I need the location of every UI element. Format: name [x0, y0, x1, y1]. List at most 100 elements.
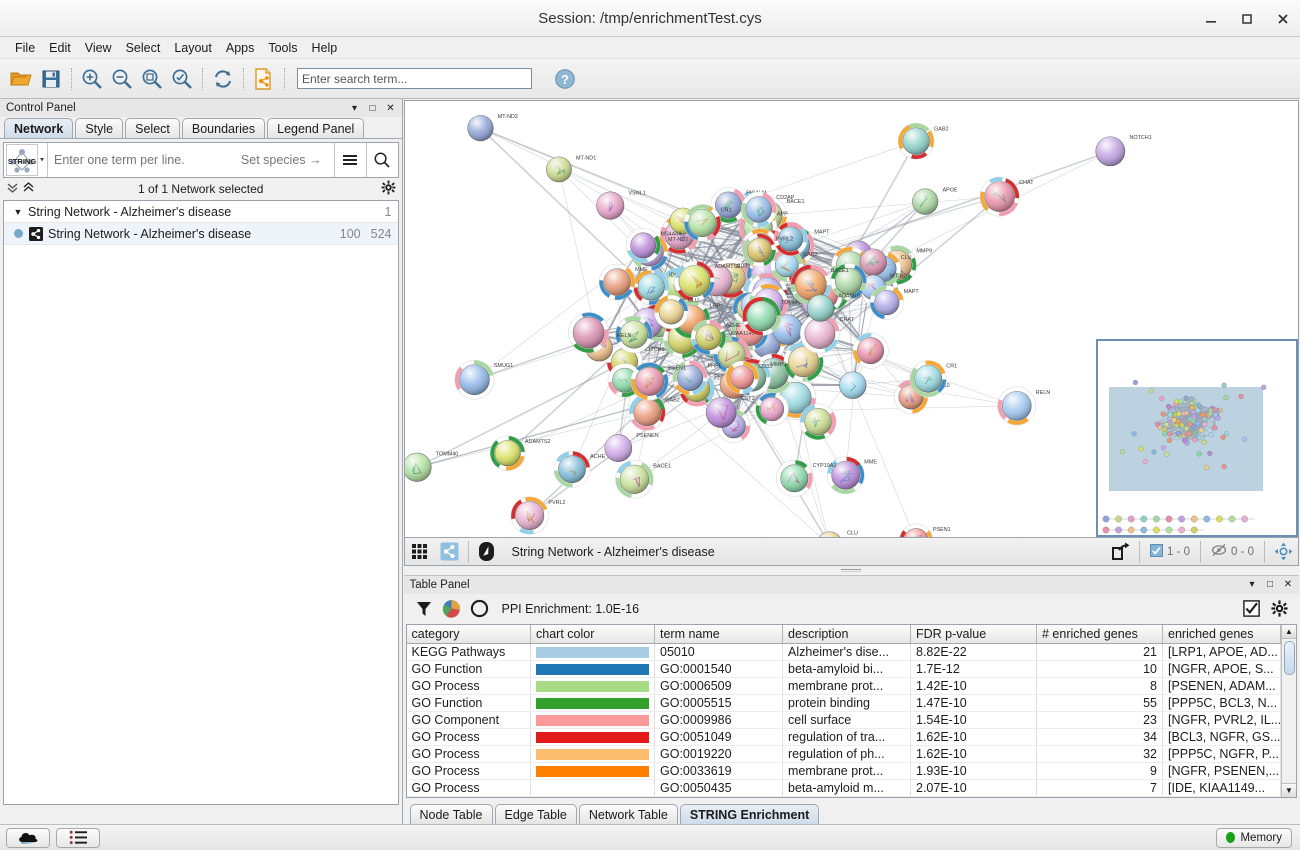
column-header-chart-color[interactable]: chart color: [530, 624, 655, 644]
network-node[interactable]: [614, 315, 653, 354]
menu-select[interactable]: Select: [125, 40, 161, 55]
help-icon[interactable]: ?: [550, 64, 580, 94]
menu-help[interactable]: Help: [311, 40, 338, 55]
grid-layout-icon[interactable]: [405, 538, 435, 565]
network-node[interactable]: GAB2: [897, 123, 948, 160]
annotation-pen-icon[interactable]: [472, 538, 502, 565]
network-node[interactable]: APOE: [911, 187, 958, 215]
network-node[interactable]: GAB2: [628, 393, 680, 431]
network-node[interactable]: CLU: [816, 530, 857, 538]
column-header-category[interactable]: category: [406, 624, 531, 644]
network-tree-list[interactable]: ▼ String Network - Alzheimer's disease 1…: [3, 200, 399, 805]
control-panel-close-button[interactable]: ✕: [386, 102, 395, 114]
network-node[interactable]: MME: [598, 263, 648, 301]
refresh-icon[interactable]: [208, 64, 238, 94]
network-node[interactable]: CD33: [725, 360, 772, 394]
save-session-icon[interactable]: [36, 64, 66, 94]
network-node[interactable]: [754, 392, 789, 426]
scroll-down-arrow-icon[interactable]: ▼: [1282, 783, 1296, 797]
filter-funnel-icon[interactable]: [410, 596, 438, 622]
network-node[interactable]: MAPT: [869, 285, 919, 320]
tab-select[interactable]: Select: [125, 118, 180, 138]
network-node[interactable]: CYP19A1: [775, 459, 836, 497]
network-node[interactable]: [783, 341, 824, 382]
network-node[interactable]: ADAMTS2: [673, 260, 740, 302]
menu-view[interactable]: View: [84, 40, 112, 55]
network-node[interactable]: TOMM40: [404, 452, 458, 482]
select-all-checkbox-icon[interactable]: [1237, 596, 1265, 622]
network-node[interactable]: PVRL2: [510, 496, 566, 535]
network-node[interactable]: PSEN1: [898, 523, 950, 538]
network-node[interactable]: [799, 403, 836, 440]
table-row[interactable]: GO Component GO:0009986 cell surface 1.54E-…: [406, 711, 1281, 729]
gear-icon[interactable]: [381, 180, 396, 198]
minimize-button[interactable]: [1202, 10, 1220, 28]
network-node[interactable]: CR1: [909, 360, 957, 398]
checkbox-checked-icon[interactable]: [1149, 543, 1163, 560]
network-node[interactable]: CST3: [705, 396, 754, 428]
column-header-enriched-genes[interactable]: enriched genes: [1162, 624, 1281, 644]
network-node[interactable]: [567, 312, 609, 354]
chevron-down-icon[interactable]: ▼: [13, 206, 23, 217]
tab-string-enrichment[interactable]: STRING Enrichment: [679, 804, 820, 824]
scroll-up-arrow-icon[interactable]: ▲: [1282, 624, 1296, 639]
zoom-in-icon[interactable]: [77, 64, 107, 94]
network-node[interactable]: TOMM40: [741, 296, 803, 336]
string-term-input[interactable]: [48, 143, 241, 177]
network-node[interactable]: RELN: [996, 386, 1050, 426]
network-node[interactable]: CD2AP: [740, 191, 795, 228]
network-node[interactable]: MME: [826, 456, 877, 495]
menu-edit[interactable]: Edit: [49, 40, 71, 55]
share-network-icon[interactable]: [249, 64, 279, 94]
open-session-icon[interactable]: [6, 64, 36, 94]
set-species-link[interactable]: Set species →: [240, 153, 322, 167]
column-header-term-name[interactable]: term name: [654, 624, 783, 644]
network-node[interactable]: SMUG1: [454, 359, 513, 400]
zoom-fit-selected-icon[interactable]: [167, 64, 197, 94]
table-panel-dropdown-button[interactable]: ▾: [1249, 579, 1255, 590]
scrollbar-thumb[interactable]: [1283, 640, 1295, 675]
memory-status-button[interactable]: Memory: [1216, 827, 1292, 848]
column-header-description[interactable]: description: [782, 624, 911, 644]
network-node[interactable]: [838, 371, 866, 399]
control-panel-dropdown-button[interactable]: ▾: [351, 102, 358, 114]
tab-edge-table[interactable]: Edge Table: [494, 804, 577, 824]
task-list-icon[interactable]: [56, 827, 100, 848]
table-row[interactable]: GO Process GO:0051049 regulation of tra...…: [406, 728, 1281, 746]
menu-file[interactable]: File: [15, 40, 36, 55]
tab-node-table[interactable]: Node Table: [409, 804, 493, 824]
network-node[interactable]: CHAT: [799, 313, 854, 354]
cloud-status-icon[interactable]: [6, 827, 50, 848]
table-panel-float-button[interactable]: □: [1266, 579, 1274, 590]
network-node[interactable]: BACE1: [614, 460, 671, 499]
network-node[interactable]: CR1: [683, 204, 732, 242]
tab-legend-panel[interactable]: Legend Panel: [267, 118, 365, 138]
network-node[interactable]: ACHE: [690, 319, 741, 355]
table-row[interactable]: KEGG Pathways 05010 Alzheimer's dise... 8.8…: [406, 643, 1281, 661]
table-panel-close-button[interactable]: ✕: [1283, 579, 1293, 590]
network-node[interactable]: PSENEN: [603, 433, 658, 462]
panel-splitter[interactable]: [402, 566, 1300, 575]
menu-tools[interactable]: Tools: [268, 40, 298, 55]
maximize-button[interactable]: [1238, 10, 1256, 28]
tab-boundaries[interactable]: Boundaries: [181, 118, 266, 138]
column-header-enriched-gene-count[interactable]: # enriched genes: [1036, 624, 1163, 644]
tab-style[interactable]: Style: [75, 118, 124, 138]
pan-navigator-icon[interactable]: [1268, 538, 1298, 565]
network-node[interactable]: PSEN1: [630, 362, 686, 401]
donut-ring-icon[interactable]: [466, 596, 494, 622]
network-node[interactable]: [852, 332, 889, 369]
network-node[interactable]: [662, 319, 702, 359]
network-graph-canvas[interactable]: MT-ND2 MT-ND1 VSNL1 GAB2 APOE CHAT NOTCH1 MMP9 S…: [404, 101, 1298, 538]
menu-layout[interactable]: Layout: [174, 40, 212, 55]
network-node[interactable]: [859, 248, 887, 276]
collapse-all-icon[interactable]: [6, 181, 19, 197]
network-node[interactable]: VSNL1: [595, 190, 645, 220]
share-network-view-icon[interactable]: [435, 538, 465, 565]
network-node[interactable]: ACHE: [553, 450, 605, 488]
menu-apps[interactable]: Apps: [225, 40, 255, 55]
network-node[interactable]: CLU: [653, 294, 698, 330]
table-row[interactable]: GO Process GO:0006509 membrane prot... 1.42…: [406, 677, 1281, 695]
network-node[interactable]: PVRL2: [741, 233, 793, 268]
network-item-row[interactable]: String Network - Alzheimer's disease 100…: [4, 223, 398, 245]
